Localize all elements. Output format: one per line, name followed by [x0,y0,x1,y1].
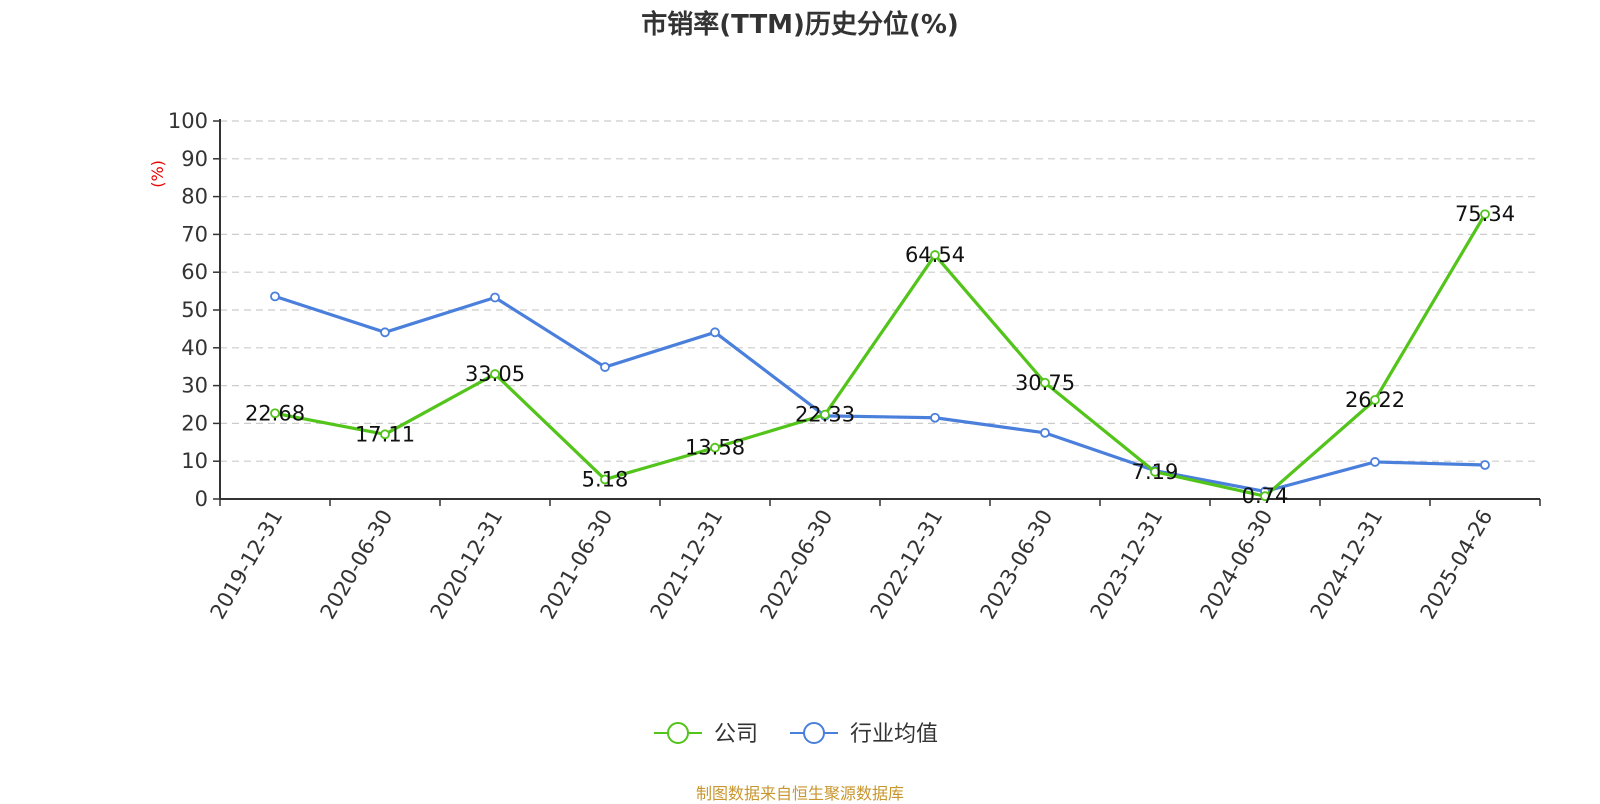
x-tick-label: 2022-12-31 [866,506,948,624]
data-point [490,369,500,379]
data-point [1040,377,1050,388]
data-point [1150,466,1160,477]
data-point [1260,491,1270,502]
x-tick-label: 2019-12-31 [206,506,288,624]
y-tick-label: 90 [181,147,208,171]
data-label: 5.18 [582,467,629,491]
data-point [710,442,720,453]
x-tick-label: 2021-12-31 [646,506,728,624]
series-lines [270,209,1490,502]
x-tick-label: 2024-12-31 [1306,506,1388,624]
data-label: 0.74 [1242,484,1289,508]
legend-item: 行业均值 [790,722,938,747]
axes: 0 10 20 30 40 50 60 70 80 90 100 (%) 2019-12-31 2020-… [148,109,1541,624]
data-point [1480,209,1490,220]
data-label: 7.19 [1132,460,1179,484]
y-axis-label: (%) [148,160,167,188]
x-tick-label: 2021-06-30 [536,506,618,624]
data-label: 13.58 [685,436,745,460]
series-line [274,213,1487,498]
data-point [600,474,610,485]
data-label: 22.33 [795,403,855,427]
data-point [380,327,390,338]
source-note: 制图数据来自恒生聚源数据库 [695,784,904,803]
data-labels: 22.68 17.11 33.05 5.18 13.58 22.33 64.54 30.75 7… [245,202,1515,508]
y-tick-label: 0 [195,487,208,511]
data-label: 17.11 [355,422,415,446]
data-label: 33.05 [465,362,525,386]
gridlines [220,120,1540,462]
y-tick-label: 100 [168,109,208,133]
data-point [1370,457,1380,467]
data-point [930,412,940,423]
data-point [490,292,500,303]
x-tick-label: 2023-12-31 [1086,506,1168,624]
y-tick-label: 10 [181,449,208,473]
data-label: 26.22 [1345,388,1405,412]
data-point [1040,427,1050,438]
y-tick-label: 30 [181,374,208,398]
y-tick-label: 70 [181,222,208,246]
y-tick-label: 50 [181,298,208,322]
data-point [380,429,390,440]
y-tick-label: 60 [181,260,208,284]
chart-title: 市销率(TTM)历史分位(%) [641,10,959,40]
x-tick-label: 2023-06-30 [976,506,1058,624]
data-point [600,362,610,372]
legend-label: 行业均值 [850,722,938,747]
legend-marker [803,722,825,744]
data-label: 64.54 [905,243,965,267]
y-tick-label: 40 [181,336,208,360]
legend-marker [667,722,689,744]
x-tick-label: 2020-12-31 [426,506,508,624]
x-tick-label: 2020-06-30 [316,506,398,624]
y-tick-label: 80 [181,185,208,209]
x-tick-label: 2025-04-26 [1416,506,1498,624]
y-tick-label: 20 [181,411,208,435]
legend-item: 公司 [654,722,758,747]
data-point [1480,460,1490,470]
data-point [820,409,830,420]
data-point [270,408,280,419]
data-label: 22.68 [245,401,305,425]
legend-label: 公司 [714,722,758,747]
data-point [270,291,280,302]
series-line [274,294,1486,494]
data-point [710,327,720,338]
x-tick-label: 2024-06-30 [1196,506,1278,624]
legend: 公司 行业均值 [654,722,938,747]
data-label: 75.34 [1455,202,1515,226]
data-label: 30.75 [1015,371,1075,395]
x-tick-label: 2022-06-30 [756,506,838,624]
data-point [930,250,940,260]
data-point [1370,394,1380,405]
